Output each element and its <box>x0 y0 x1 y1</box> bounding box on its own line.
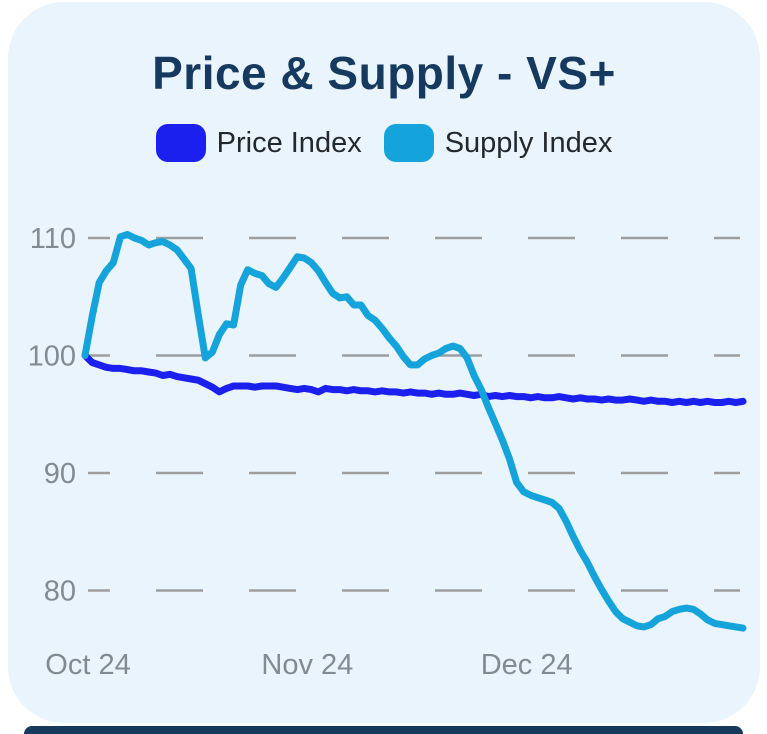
legend-item-supply-index[interactable]: Supply Index <box>383 124 613 162</box>
y-axis-tick-label: 80 <box>44 576 76 608</box>
supply-index-line <box>81 231 747 632</box>
legend-label-supply-index: Supply Index <box>444 126 613 159</box>
x-axis-tick-label: Oct 24 <box>45 649 130 681</box>
x-axis-tick-label: Nov 24 <box>261 649 353 681</box>
chart-title: Price & Supply - VS+ <box>152 47 616 99</box>
legend-item-price-index[interactable]: Price Index <box>155 124 362 162</box>
supply-index-swatch-icon <box>383 124 434 162</box>
y-axis-tick-label: 90 <box>44 458 76 490</box>
y-axis-tick-label: 110 <box>30 223 76 255</box>
price-index-line <box>81 352 747 406</box>
y-axis-tick-label: 100 <box>28 341 76 373</box>
chart-card: Price & Supply - VS+ Price Index Supply … <box>8 2 760 723</box>
x-axis-tick-label: Dec 24 <box>481 649 573 681</box>
chart-legend: Price Index Supply Index <box>8 124 760 162</box>
next-card-peek <box>24 726 743 734</box>
legend-label-price-index: Price Index <box>216 126 362 159</box>
price-index-swatch-icon <box>155 124 206 162</box>
